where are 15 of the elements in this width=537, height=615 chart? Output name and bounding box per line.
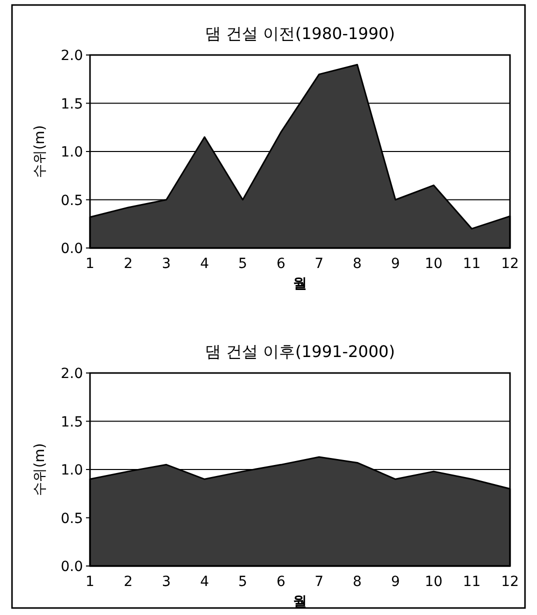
y-tick-label: 2.0 (60, 366, 83, 382)
y-tick-label: 1.5 (60, 96, 83, 112)
y-tick-label: 1.5 (60, 414, 83, 430)
y-tick-label: 0.0 (60, 241, 83, 257)
y-tick-label: 1.0 (60, 462, 83, 478)
y-tick-label: 2.0 (60, 48, 83, 64)
chart-title: 댐 건설 이전(1980-1990) (205, 24, 395, 43)
y-tick-label: 0.5 (60, 510, 83, 527)
y-axis-title: 수위(m) (32, 125, 48, 178)
x-axis-title: 월 (293, 276, 307, 292)
y-axis-title: 수위(m) (32, 443, 48, 496)
y-tick-label: 0.5 (60, 192, 83, 209)
y-tick-label: 0.0 (60, 559, 83, 575)
y-tick-label: 1.0 (60, 144, 83, 160)
chart-title: 댐 건설 이후(1991-2000) (205, 342, 395, 361)
